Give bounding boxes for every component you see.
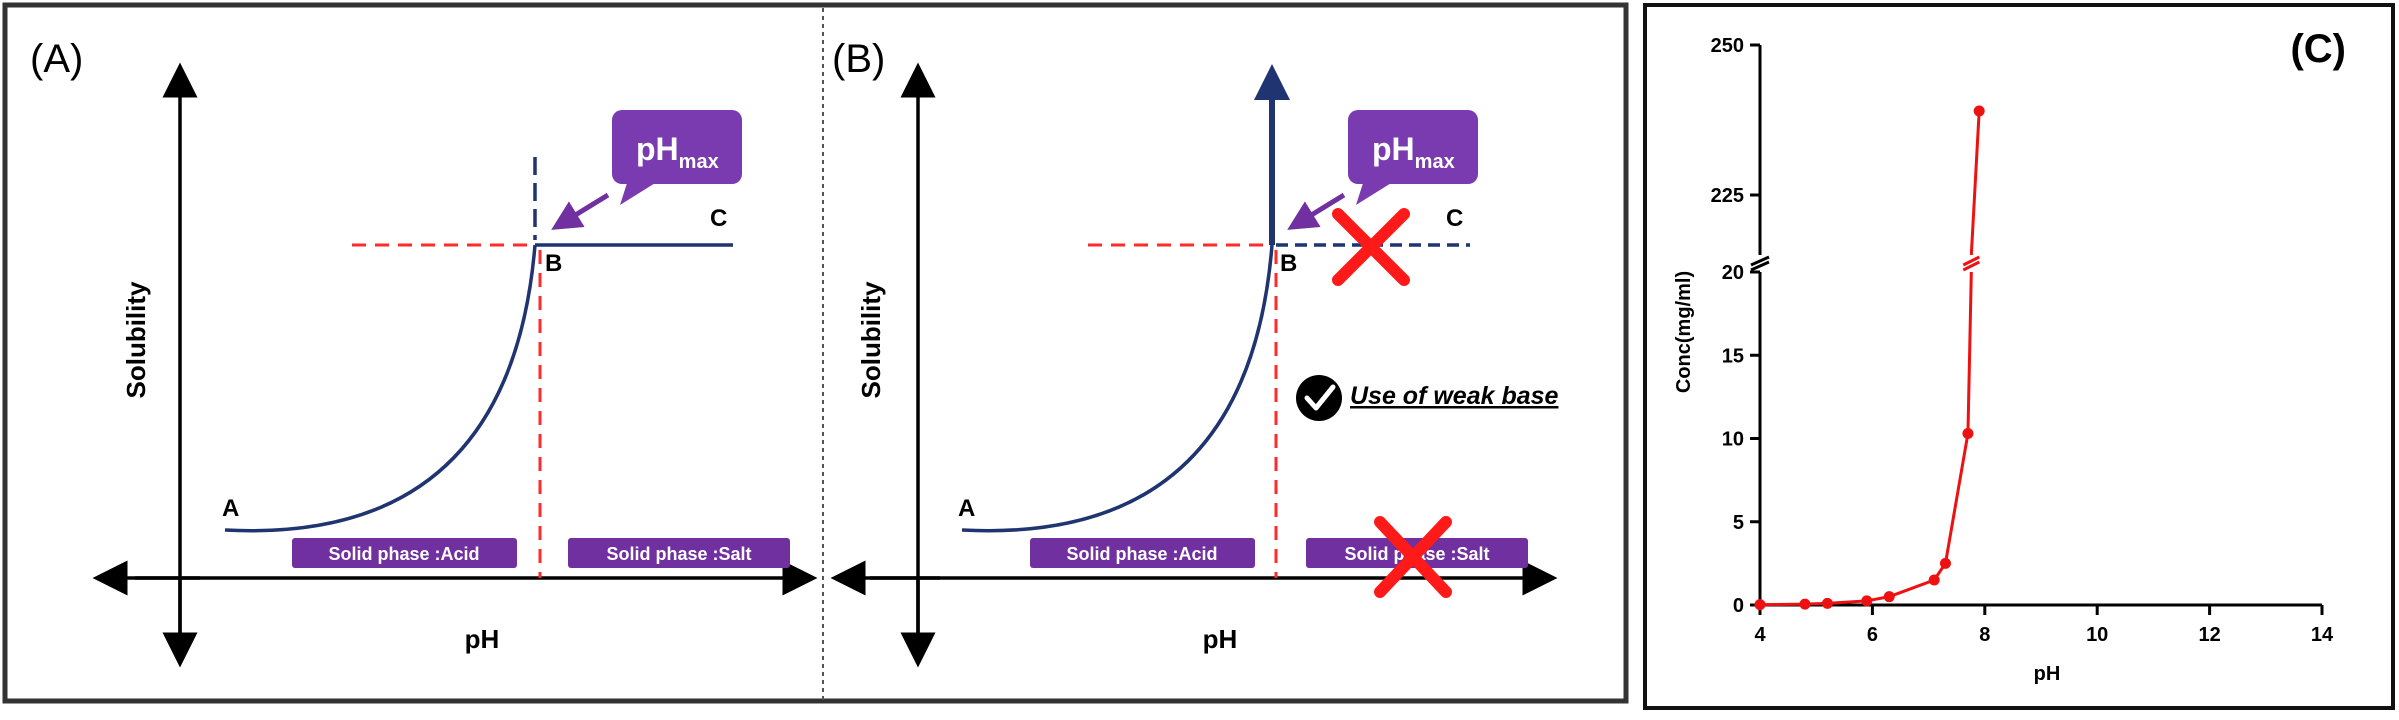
panel-a-point-c: C	[710, 205, 727, 232]
panel-b-plateau-cross-icon	[1332, 208, 1410, 286]
data-point	[1821, 597, 1833, 609]
x-tick-label: 12	[2198, 624, 2220, 646]
data-point	[1973, 105, 1985, 117]
panel-a-region-salt: Solid phase :Salt	[606, 544, 751, 564]
panel-c-xlabel: pH	[2034, 663, 2061, 685]
x-tick-label: 4	[1754, 624, 1766, 646]
panel-a-region-acid-box	[292, 538, 517, 568]
panel-b-callout-arrow	[1287, 192, 1346, 230]
panel-b-region-acid: Solid phase :Acid	[1066, 544, 1217, 564]
y-tick-label: 20	[1722, 262, 1744, 284]
data-point	[1799, 598, 1811, 610]
panel-a-callout-arrow	[551, 192, 610, 230]
series-break-mark	[1962, 255, 1980, 267]
y-tick-label: 250	[1711, 35, 1744, 57]
panel-a-callout-sub: max	[679, 151, 719, 173]
series-line	[1969, 110, 1981, 256]
y-axis-break-mark	[1750, 260, 1770, 272]
panel-b-point-b: B	[1280, 250, 1297, 277]
data-point	[1754, 599, 1766, 611]
panel-a-point-a: A	[222, 495, 239, 522]
panel-b-region-acid-box	[1030, 538, 1255, 568]
svg-text:pHmax: pHmax	[1372, 131, 1455, 173]
panel-b-point-a: A	[958, 495, 975, 522]
panel-a-xlabel: pH	[465, 624, 500, 654]
panel-b-point-c: C	[1446, 205, 1463, 232]
data-point	[1861, 595, 1873, 607]
panel-a-ylabel: Solubility	[121, 281, 151, 399]
data-point	[1883, 591, 1895, 603]
panel-a-label: (A)	[30, 37, 83, 81]
panel-a-callout-main: pH	[636, 131, 679, 167]
panel-c-title: (C)	[2290, 27, 2346, 71]
panels-ab-frame	[2, 2, 1629, 704]
panel-c-chart: (C) Conc(mg/ml) pH 0 5 10 15 20 225 250 4 6 8 10 12…	[1643, 3, 2395, 710]
panel-b-annotation: Use of weak base	[1350, 382, 1559, 410]
y-tick-label: 225	[1711, 185, 1744, 207]
panel-c-frame	[1643, 3, 2395, 710]
y-axis-break-mark	[1750, 255, 1770, 267]
data-point	[1962, 428, 1974, 440]
panel-b-salt-cross-icon	[1374, 516, 1452, 598]
panel-c-axes: 0 5 10 15 20 225 250 4 6 8 10 12 14	[1711, 35, 2334, 646]
x-tick-label: 6	[1867, 624, 1878, 646]
panel-a: (A) Solubility pH A B C pHmax Solid phas…	[30, 37, 818, 668]
panel-a-solubility-curve	[224, 244, 537, 533]
panel-a-region-acid: Solid phase :Acid	[328, 544, 479, 564]
svg-text:pHmax: pHmax	[636, 131, 719, 173]
series-line	[1759, 271, 1973, 607]
panel-b-callout-main: pH	[1372, 131, 1415, 167]
check-circle-icon	[1296, 375, 1342, 421]
panel-a-pHmax-callout: pHmax	[612, 110, 742, 205]
y-tick-label: 0	[1733, 595, 1744, 617]
panel-b-solubility-curve	[961, 244, 1274, 533]
panel-b-ylabel: Solubility	[856, 281, 886, 399]
data-point	[1939, 557, 1951, 569]
x-tick-label: 8	[1979, 624, 1990, 646]
data-point	[1928, 574, 1940, 586]
panel-b-xlabel: pH	[1203, 624, 1238, 654]
series-break-mark	[1962, 260, 1980, 272]
panel-b-pHmax-callout: pHmax	[1348, 110, 1478, 205]
panel-b-callout-sub: max	[1415, 151, 1455, 173]
panel-c-marks	[1754, 105, 1985, 611]
panel-a-point-b: B	[545, 250, 562, 277]
y-tick-label: 15	[1722, 345, 1744, 367]
x-tick-label: 14	[2311, 624, 2334, 646]
y-tick-label: 10	[1722, 429, 1744, 451]
panel-c-ylabel: Conc(mg/ml)	[1673, 271, 1695, 393]
y-tick-label: 5	[1733, 512, 1744, 534]
panel-a-region-salt-box	[568, 538, 790, 568]
x-tick-label: 10	[2086, 624, 2108, 646]
panel-b-label: (B)	[832, 37, 885, 81]
panel-b: (B) Solubility pH A B C pHmax	[830, 37, 1559, 668]
